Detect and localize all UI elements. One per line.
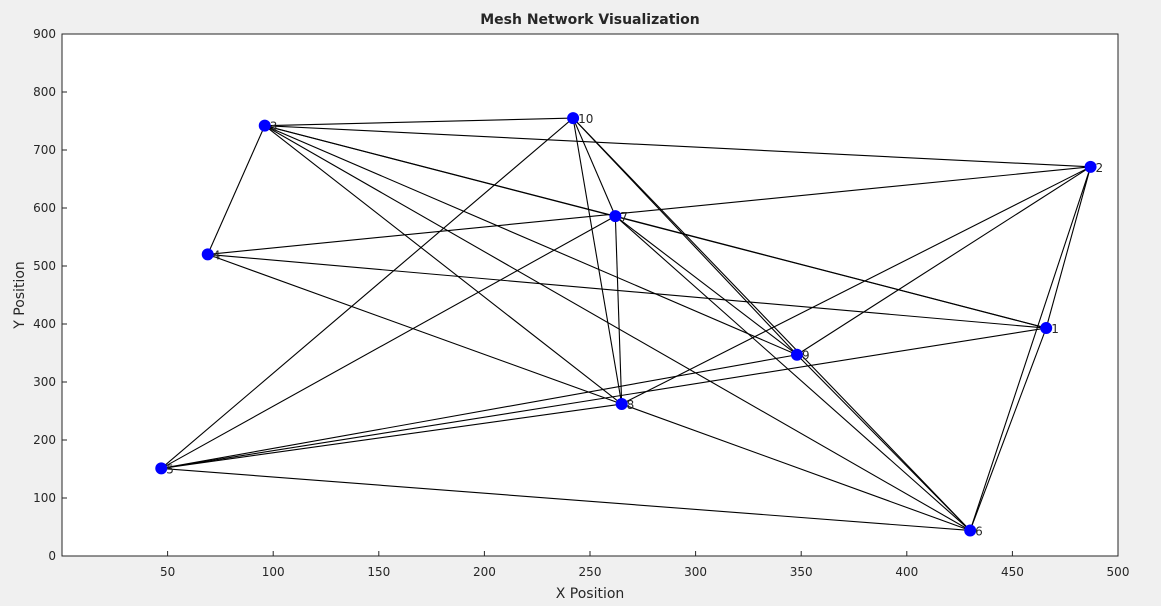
node-label-9: 9	[802, 349, 810, 363]
edge-7-6	[614, 215, 971, 531]
y-tick-label: 400	[33, 317, 56, 331]
x-tick-label: 250	[579, 565, 602, 579]
edge-9-5	[161, 354, 798, 469]
edge-3-4	[207, 125, 266, 255]
y-tick-label: 0	[48, 549, 56, 563]
node-2	[1084, 160, 1097, 173]
x-tick-label: 300	[684, 565, 707, 579]
edge-10-7	[572, 117, 616, 217]
x-tick-label: 500	[1107, 565, 1130, 579]
edge-10-6	[572, 117, 971, 531]
node-4	[201, 248, 214, 261]
edge-2-6	[969, 166, 1092, 531]
x-tick-label: 350	[790, 565, 813, 579]
y-tick-label: 300	[33, 375, 56, 389]
node-label-7: 7	[620, 210, 628, 224]
node-label-2: 2	[1096, 161, 1104, 175]
x-tick-label: 400	[895, 565, 918, 579]
y-tick-label: 600	[33, 201, 56, 215]
y-tick-label: 100	[33, 491, 56, 505]
x-tick-label: 450	[1001, 565, 1024, 579]
y-axis-ticks: 0 100 200 300 400 500 600 700 800 900	[33, 27, 67, 563]
y-tick-label: 700	[33, 143, 56, 157]
x-axis-label: X Position	[556, 586, 625, 602]
node-label-1: 1	[1051, 322, 1059, 336]
x-tick-label: 100	[262, 565, 285, 579]
edge-4-8	[207, 253, 622, 405]
node-label-3: 3	[270, 120, 278, 134]
edge-8-5	[161, 403, 622, 469]
edge-3-10	[264, 117, 574, 127]
node-7	[609, 210, 622, 223]
edge-3-8	[264, 125, 623, 405]
node-5	[155, 462, 168, 475]
edge-9-6	[796, 354, 971, 531]
node-1	[1040, 322, 1053, 335]
node-8	[615, 398, 628, 411]
y-tick-label: 900	[33, 27, 56, 41]
node-label-4: 4	[213, 248, 221, 262]
y-tick-label: 800	[33, 85, 56, 99]
x-tick-label: 200	[473, 565, 496, 579]
node-6	[964, 524, 977, 537]
node-labels: 1 2 3 4 5 6 7 8 9 10	[166, 112, 1103, 538]
edge-10-8	[572, 118, 623, 405]
edge-10-5	[160, 117, 574, 469]
node-10	[567, 112, 580, 125]
y-tick-label: 500	[33, 259, 56, 273]
edge-2-9	[796, 166, 1091, 356]
y-tick-label: 200	[33, 433, 56, 447]
node-label-6: 6	[975, 524, 983, 538]
edge-2-8	[621, 166, 1091, 405]
network-nodes	[155, 112, 1097, 537]
edge-3-9	[264, 125, 798, 356]
edge-8-6	[621, 403, 971, 531]
edge-3-2	[264, 125, 1091, 168]
edge-3-6	[264, 125, 971, 531]
edge-1-5	[161, 327, 1047, 469]
edge-7-5	[160, 215, 616, 469]
edge-7-9	[615, 215, 798, 356]
node-9	[790, 348, 803, 361]
node-label-8: 8	[627, 398, 635, 412]
x-tick-label: 150	[367, 565, 390, 579]
edge-2-1	[1045, 166, 1092, 329]
edge-7-1	[615, 215, 1047, 329]
edge-2-4	[207, 166, 1091, 255]
x-tick-label: 50	[160, 565, 175, 579]
chart-title: Mesh Network Visualization	[480, 12, 700, 28]
network-edges	[160, 117, 1092, 532]
axes-background	[61, 33, 1119, 557]
node-label-5: 5	[166, 462, 174, 476]
x-axis-ticks: 50 100 150 200 250 300 350 400 450 500	[160, 551, 1129, 579]
node-3	[258, 119, 271, 132]
edge-5-6	[161, 467, 971, 532]
edge-4-1	[207, 253, 1047, 329]
y-axis-label: Y Position	[12, 261, 28, 330]
edge-7-8	[614, 216, 623, 405]
edge-1-6	[969, 327, 1047, 531]
node-label-10: 10	[578, 112, 593, 126]
